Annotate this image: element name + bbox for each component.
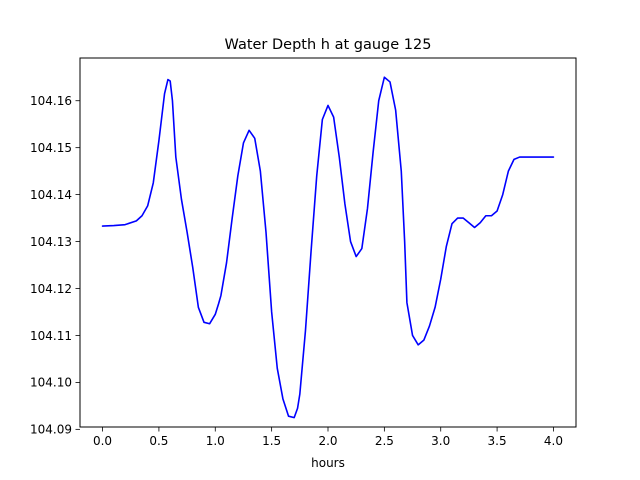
x-tick-label: 1.5 <box>262 434 281 448</box>
y-tick-label: 104.16 <box>30 94 72 108</box>
x-axis-ticks: 0.0 0.5 1.0 1.5 2.0 2.5 3.0 3.5 4.0 <box>93 427 563 448</box>
y-tick-label: 104.14 <box>30 188 72 202</box>
y-tick-label: 104.11 <box>30 329 72 343</box>
x-tick-label: 1.0 <box>206 434 225 448</box>
plot-frame <box>79 57 577 428</box>
series-line-0 <box>101 76 555 419</box>
y-tick-label: 104.13 <box>30 235 72 249</box>
plot-area <box>101 76 555 419</box>
x-tick-label: 4.0 <box>544 434 563 448</box>
x-axis-label: hours <box>311 456 345 470</box>
y-tick-label: 104.09 <box>30 423 72 437</box>
x-tick-label: 0.5 <box>149 434 168 448</box>
x-tick-label: 3.5 <box>488 434 507 448</box>
y-axis-ticks: 104.09 104.10 104.11 104.12 104.13 104.14 104.… <box>30 94 80 437</box>
x-tick-label: 0.0 <box>93 434 112 448</box>
x-tick-label: 2.5 <box>375 434 394 448</box>
x-tick-label: 2.0 <box>318 434 337 448</box>
chart-title: Water Depth h at gauge 125 <box>225 37 432 53</box>
y-tick-label: 104.15 <box>30 141 72 155</box>
x-tick-label: 3.0 <box>431 434 450 448</box>
y-tick-label: 104.10 <box>30 376 72 390</box>
y-tick-label: 104.12 <box>30 282 72 296</box>
